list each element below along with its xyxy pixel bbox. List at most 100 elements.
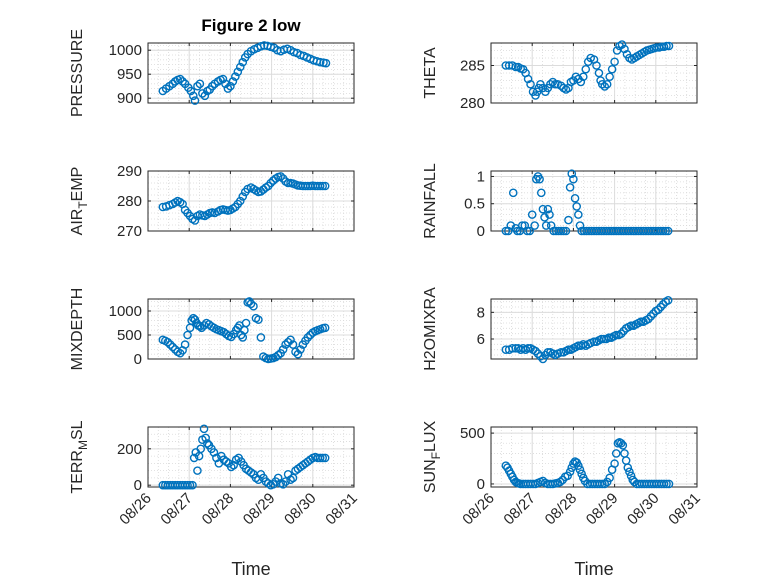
- data-point: [523, 74, 533, 84]
- y-tick-label: 290: [117, 163, 142, 180]
- data-point: [616, 438, 626, 448]
- data-point: [189, 453, 199, 463]
- data-point: [303, 333, 313, 342]
- data-point: [661, 226, 670, 236]
- data-point: [663, 226, 673, 236]
- data-point: [318, 181, 327, 191]
- data-point: [574, 210, 583, 219]
- data-point: [193, 466, 202, 475]
- data-point: [646, 312, 656, 321]
- data-point: [575, 465, 585, 475]
- data-point: [620, 44, 629, 54]
- data-point: [623, 463, 633, 472]
- data-point: [656, 302, 666, 312]
- data-point: [662, 479, 671, 489]
- data-point: [278, 345, 288, 354]
- data-point: [293, 349, 303, 359]
- data-point: [231, 455, 241, 465]
- data-point: [186, 86, 196, 96]
- data-point: [541, 221, 551, 230]
- data-point: [617, 40, 627, 49]
- data-point: [233, 67, 243, 77]
- data-point: [581, 64, 591, 74]
- data-point: [556, 226, 566, 236]
- y-axis-label: AIRTEMP: [69, 167, 90, 236]
- data-point: [610, 57, 619, 67]
- data-point: [545, 210, 554, 219]
- figure-title: Figure 2 low: [201, 16, 301, 35]
- data-point: [246, 468, 256, 477]
- data-point: [207, 81, 217, 91]
- data-point: [286, 475, 295, 485]
- y-tick-label: 0.5: [464, 196, 485, 213]
- data-point: [527, 210, 537, 219]
- y-tick-label: 200: [117, 441, 142, 458]
- subplot-air-temp: 270 280 290 AIRTEMP: [69, 163, 355, 240]
- y-tick-label: 950: [117, 66, 142, 83]
- y-axis-label: H2OMIXRA: [422, 287, 439, 371]
- y-tick-label: 1000: [109, 42, 142, 59]
- y-axis-label: RAINFALL: [422, 163, 439, 239]
- axes-box: [147, 42, 355, 104]
- y-tick-label: 6: [477, 331, 485, 348]
- axes-box: [147, 426, 355, 488]
- data-point: [165, 340, 175, 349]
- data-point: [315, 181, 325, 191]
- data-point: [238, 192, 248, 201]
- data-point: [564, 345, 573, 354]
- data-point: [605, 473, 614, 483]
- data-point: [602, 79, 612, 89]
- data-point: [543, 348, 553, 357]
- y-axis-label-subscript: T: [76, 201, 90, 209]
- y-tick-label: 280: [117, 193, 142, 210]
- data-point: [221, 79, 230, 89]
- data-point: [286, 335, 295, 345]
- data-point: [235, 196, 245, 206]
- y-axis-label-part-1: AIR: [69, 209, 86, 236]
- data-point: [226, 81, 235, 91]
- y-tick-label: 1000: [109, 303, 142, 320]
- y-tick-label: 0: [477, 476, 485, 493]
- data-point: [273, 350, 283, 360]
- axes-box: [490, 42, 698, 104]
- y-axis-label: PRESSURE: [69, 29, 86, 117]
- data-point: [618, 441, 628, 450]
- data-point: [525, 226, 535, 236]
- data-point: [231, 72, 240, 81]
- y-axis-label-part-2: LUX: [422, 421, 439, 452]
- data-point: [183, 330, 192, 340]
- data-series-h2omixra: [501, 296, 673, 364]
- data-point: [597, 479, 607, 489]
- axes-box: [490, 170, 698, 232]
- y-tick-label: 8: [477, 304, 485, 321]
- data-series-air-temp: [158, 172, 330, 225]
- data-series-rainfall: [501, 169, 673, 236]
- data-point: [600, 82, 610, 91]
- data-point: [283, 337, 293, 347]
- data-point: [320, 323, 330, 333]
- data-point: [315, 453, 325, 463]
- data-point: [238, 57, 248, 67]
- data-point: [578, 72, 588, 82]
- data-point: [254, 315, 263, 324]
- y-axis-label: THETA: [422, 47, 439, 99]
- data-point: [190, 96, 200, 105]
- data-point: [223, 84, 233, 93]
- data-point: [555, 477, 565, 487]
- data-point: [193, 81, 202, 91]
- data-point: [592, 61, 601, 70]
- data-point: [189, 91, 198, 101]
- data-point: [278, 479, 288, 489]
- data-point: [291, 347, 300, 357]
- data-point: [616, 329, 626, 338]
- subplot-theta: 280 285 THETA: [422, 40, 698, 112]
- data-point: [228, 77, 238, 86]
- data-point: [575, 221, 585, 230]
- data-point: [610, 459, 619, 468]
- data-point: [576, 77, 586, 87]
- data-point: [543, 204, 553, 214]
- data-point: [235, 62, 245, 72]
- axes-box: [147, 298, 355, 360]
